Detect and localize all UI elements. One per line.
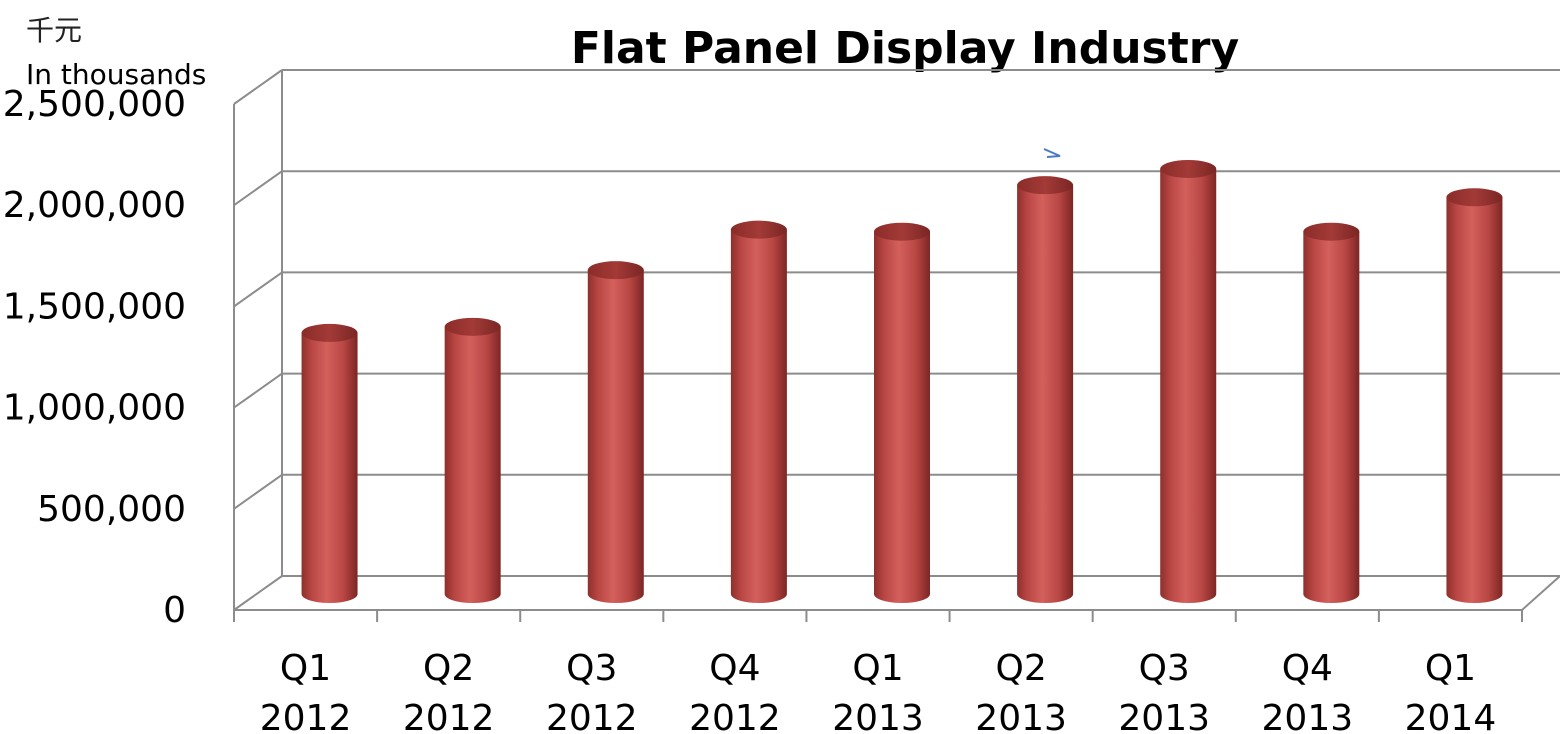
bar-cap — [730, 220, 787, 239]
y-axis-ticks: 0 500,000 1,000,000 1,500,000 2,000,000 2,500… — [3, 84, 186, 631]
bar-body — [587, 270, 644, 603]
bar — [874, 222, 930, 604]
bar-cap — [587, 261, 644, 280]
x-tick-year: 2013 — [975, 698, 1067, 734]
y-tick-label: 1,500,000 — [3, 286, 186, 327]
x-tick-quarter: Q4 — [709, 648, 760, 689]
unit-label-currency: 千元 — [26, 14, 82, 47]
chart-title: Flat Panel Display Industry — [571, 23, 1239, 74]
bar-cap — [1303, 222, 1360, 241]
bar-body — [1017, 185, 1074, 604]
bar-body — [1160, 168, 1217, 603]
bar-body — [444, 326, 501, 603]
bar-cap — [444, 317, 501, 336]
bar-body — [1446, 197, 1503, 603]
bar — [1160, 159, 1217, 603]
bar — [301, 323, 358, 603]
x-tick-year: 2013 — [1262, 698, 1354, 734]
bar — [587, 261, 644, 603]
x-tick-year: 2012 — [260, 698, 352, 734]
x-axis-ticks: Q1 2012 Q2 2012 Q3 2012 Q4 2012 Q1 2013 Q2 2013 Q3 20… — [260, 648, 1497, 734]
gridline-depth — [233, 170, 283, 207]
y-tick-label: 500,000 — [37, 489, 186, 530]
bar-body — [301, 332, 358, 603]
bar-cap — [1160, 159, 1217, 178]
bar — [1446, 188, 1503, 603]
gridline-depth — [233, 575, 283, 611]
bar-cap — [1017, 176, 1074, 195]
x-tick-year: 2012 — [403, 698, 495, 734]
x-tick-quarter: Q2 — [995, 648, 1046, 689]
x-tick-quarter: Q2 — [423, 648, 474, 689]
unit-label-scale: In thousands — [26, 58, 206, 91]
x-tick-quarter: Q1 — [852, 648, 903, 689]
gridline-depth — [233, 271, 283, 308]
gridline-depth — [233, 372, 283, 409]
x-tick-year: 2012 — [546, 698, 638, 734]
x-tick-year: 2014 — [1405, 698, 1497, 734]
y-tick-label: 0 — [163, 590, 186, 631]
x-tick-quarter: Q3 — [1139, 648, 1190, 689]
x-tick-quarter: Q4 — [1282, 648, 1333, 689]
bar — [1303, 222, 1360, 604]
floor-right-edge — [1521, 575, 1560, 611]
bar — [1017, 176, 1074, 604]
x-tick-quarter: Q3 — [566, 648, 617, 689]
bar-body — [874, 231, 930, 604]
y-tick-label: 1,000,000 — [3, 388, 186, 429]
y-tick-label: 2,000,000 — [3, 185, 186, 226]
bar-cap — [301, 323, 358, 342]
x-tick-quarter: Q1 — [280, 648, 331, 689]
bar-body — [1303, 231, 1360, 604]
gridline-depth — [233, 473, 283, 510]
bar-cap — [1446, 188, 1503, 207]
y-tick-label: 2,500,000 — [3, 84, 186, 125]
x-tick-year: 2013 — [1118, 698, 1210, 734]
bars — [301, 159, 1503, 604]
bar — [730, 220, 787, 603]
check-mark-annotation — [1043, 148, 1061, 158]
gridline-depth — [233, 69, 283, 105]
x-tick-quarter: Q1 — [1425, 648, 1476, 689]
x-tick-year: 2013 — [832, 698, 924, 734]
bar-body — [730, 229, 787, 603]
bar — [444, 317, 501, 603]
x-tick-year: 2012 — [689, 698, 781, 734]
bar-cap — [874, 222, 930, 241]
